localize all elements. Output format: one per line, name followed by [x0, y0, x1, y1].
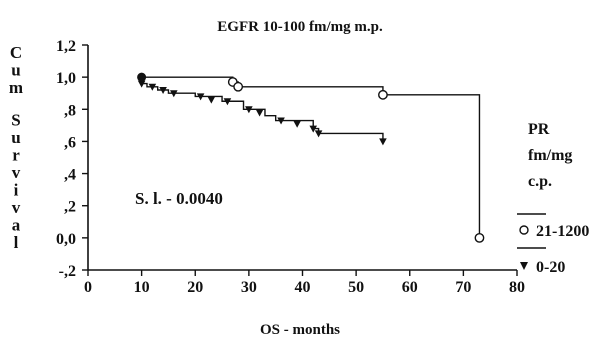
x-tick-label: 10 [134, 279, 150, 296]
data-point-triangle [196, 93, 205, 101]
y-axis-label-letter: S [11, 111, 20, 130]
data-point-triangle [148, 83, 157, 91]
start-point [137, 72, 147, 82]
y-tick-label: 1,0 [56, 70, 76, 87]
y-axis-label-letter: u [11, 61, 20, 80]
significance-annotation: S. l. - 0.0040 [135, 189, 223, 208]
x-tick-label: 50 [348, 279, 364, 296]
x-tick-label: 20 [187, 279, 203, 296]
y-tick-label: 0,0 [56, 231, 76, 248]
y-tick-label: 1,2 [56, 38, 76, 55]
legend-title-line: fm/mg [528, 147, 572, 164]
y-axis-label-letter: m [9, 78, 23, 97]
legend-label-21-1200: 21-1200 [536, 223, 589, 240]
legend: PR fm/mg c.p. 21-1200 0-20 [517, 121, 589, 276]
series-line-21-1200 [141, 76, 481, 238]
y-tick-label: ,8 [64, 102, 76, 119]
data-point-triangle [223, 98, 232, 106]
data-point-circle [233, 81, 244, 92]
legend-title-line: c.p. [528, 173, 552, 190]
y-tick-label: ,6 [64, 134, 76, 151]
legend-marker-triangle [520, 262, 528, 270]
y-tick-label: ,4 [64, 167, 76, 184]
legend-marker-circle [519, 225, 529, 235]
series-line-0-20 [141, 82, 384, 142]
x-tick-label: 80 [509, 279, 525, 296]
data-point-triangle [277, 117, 285, 125]
x-tick-label: 60 [402, 279, 418, 296]
data-point-circle [474, 232, 485, 243]
y-axis-label-letter: C [10, 43, 22, 62]
y-axis-label-letter: r [12, 146, 20, 165]
y-axis-label-letter: v [12, 198, 21, 217]
y-axis-label-letter: i [14, 181, 19, 200]
y-axis-label-letter: l [14, 233, 19, 252]
y-axis-label-letter: v [12, 163, 21, 182]
y-tick-label: ,2 [64, 199, 76, 216]
x-axis-label: OS - months [260, 322, 340, 338]
x-tick-label: 40 [295, 279, 311, 296]
y-tick-label: -,2 [59, 263, 76, 280]
data-point-triangle [379, 138, 387, 146]
data-point-triangle [255, 109, 264, 117]
y-axis-label-letter: a [12, 216, 21, 235]
data-point-triangle [293, 120, 301, 128]
data-point-triangle [309, 125, 318, 133]
data-point-triangle [245, 106, 253, 114]
chart-title: EGFR 10-100 fm/mg m.p. [217, 19, 383, 35]
x-tick-label: 70 [455, 279, 471, 296]
legend-title-line: PR [528, 121, 550, 138]
data-point-circle [378, 89, 388, 100]
data-point-triangle [207, 96, 216, 104]
x-tick-label: 0 [84, 279, 92, 296]
data-point-triangle [314, 130, 323, 138]
plot-area: 1,2 1,0 ,8 ,6 ,4 ,2 0,0 -,2 0 10 20 30 40 50 60 70 80 [56, 38, 525, 296]
y-axis-label-letter: u [11, 128, 20, 147]
data-point-triangle [170, 90, 178, 98]
x-tick-label: 30 [241, 279, 257, 296]
data-point-triangle [137, 80, 146, 88]
legend-label-0-20: 0-20 [536, 259, 565, 276]
data-point-triangle [159, 87, 167, 94]
